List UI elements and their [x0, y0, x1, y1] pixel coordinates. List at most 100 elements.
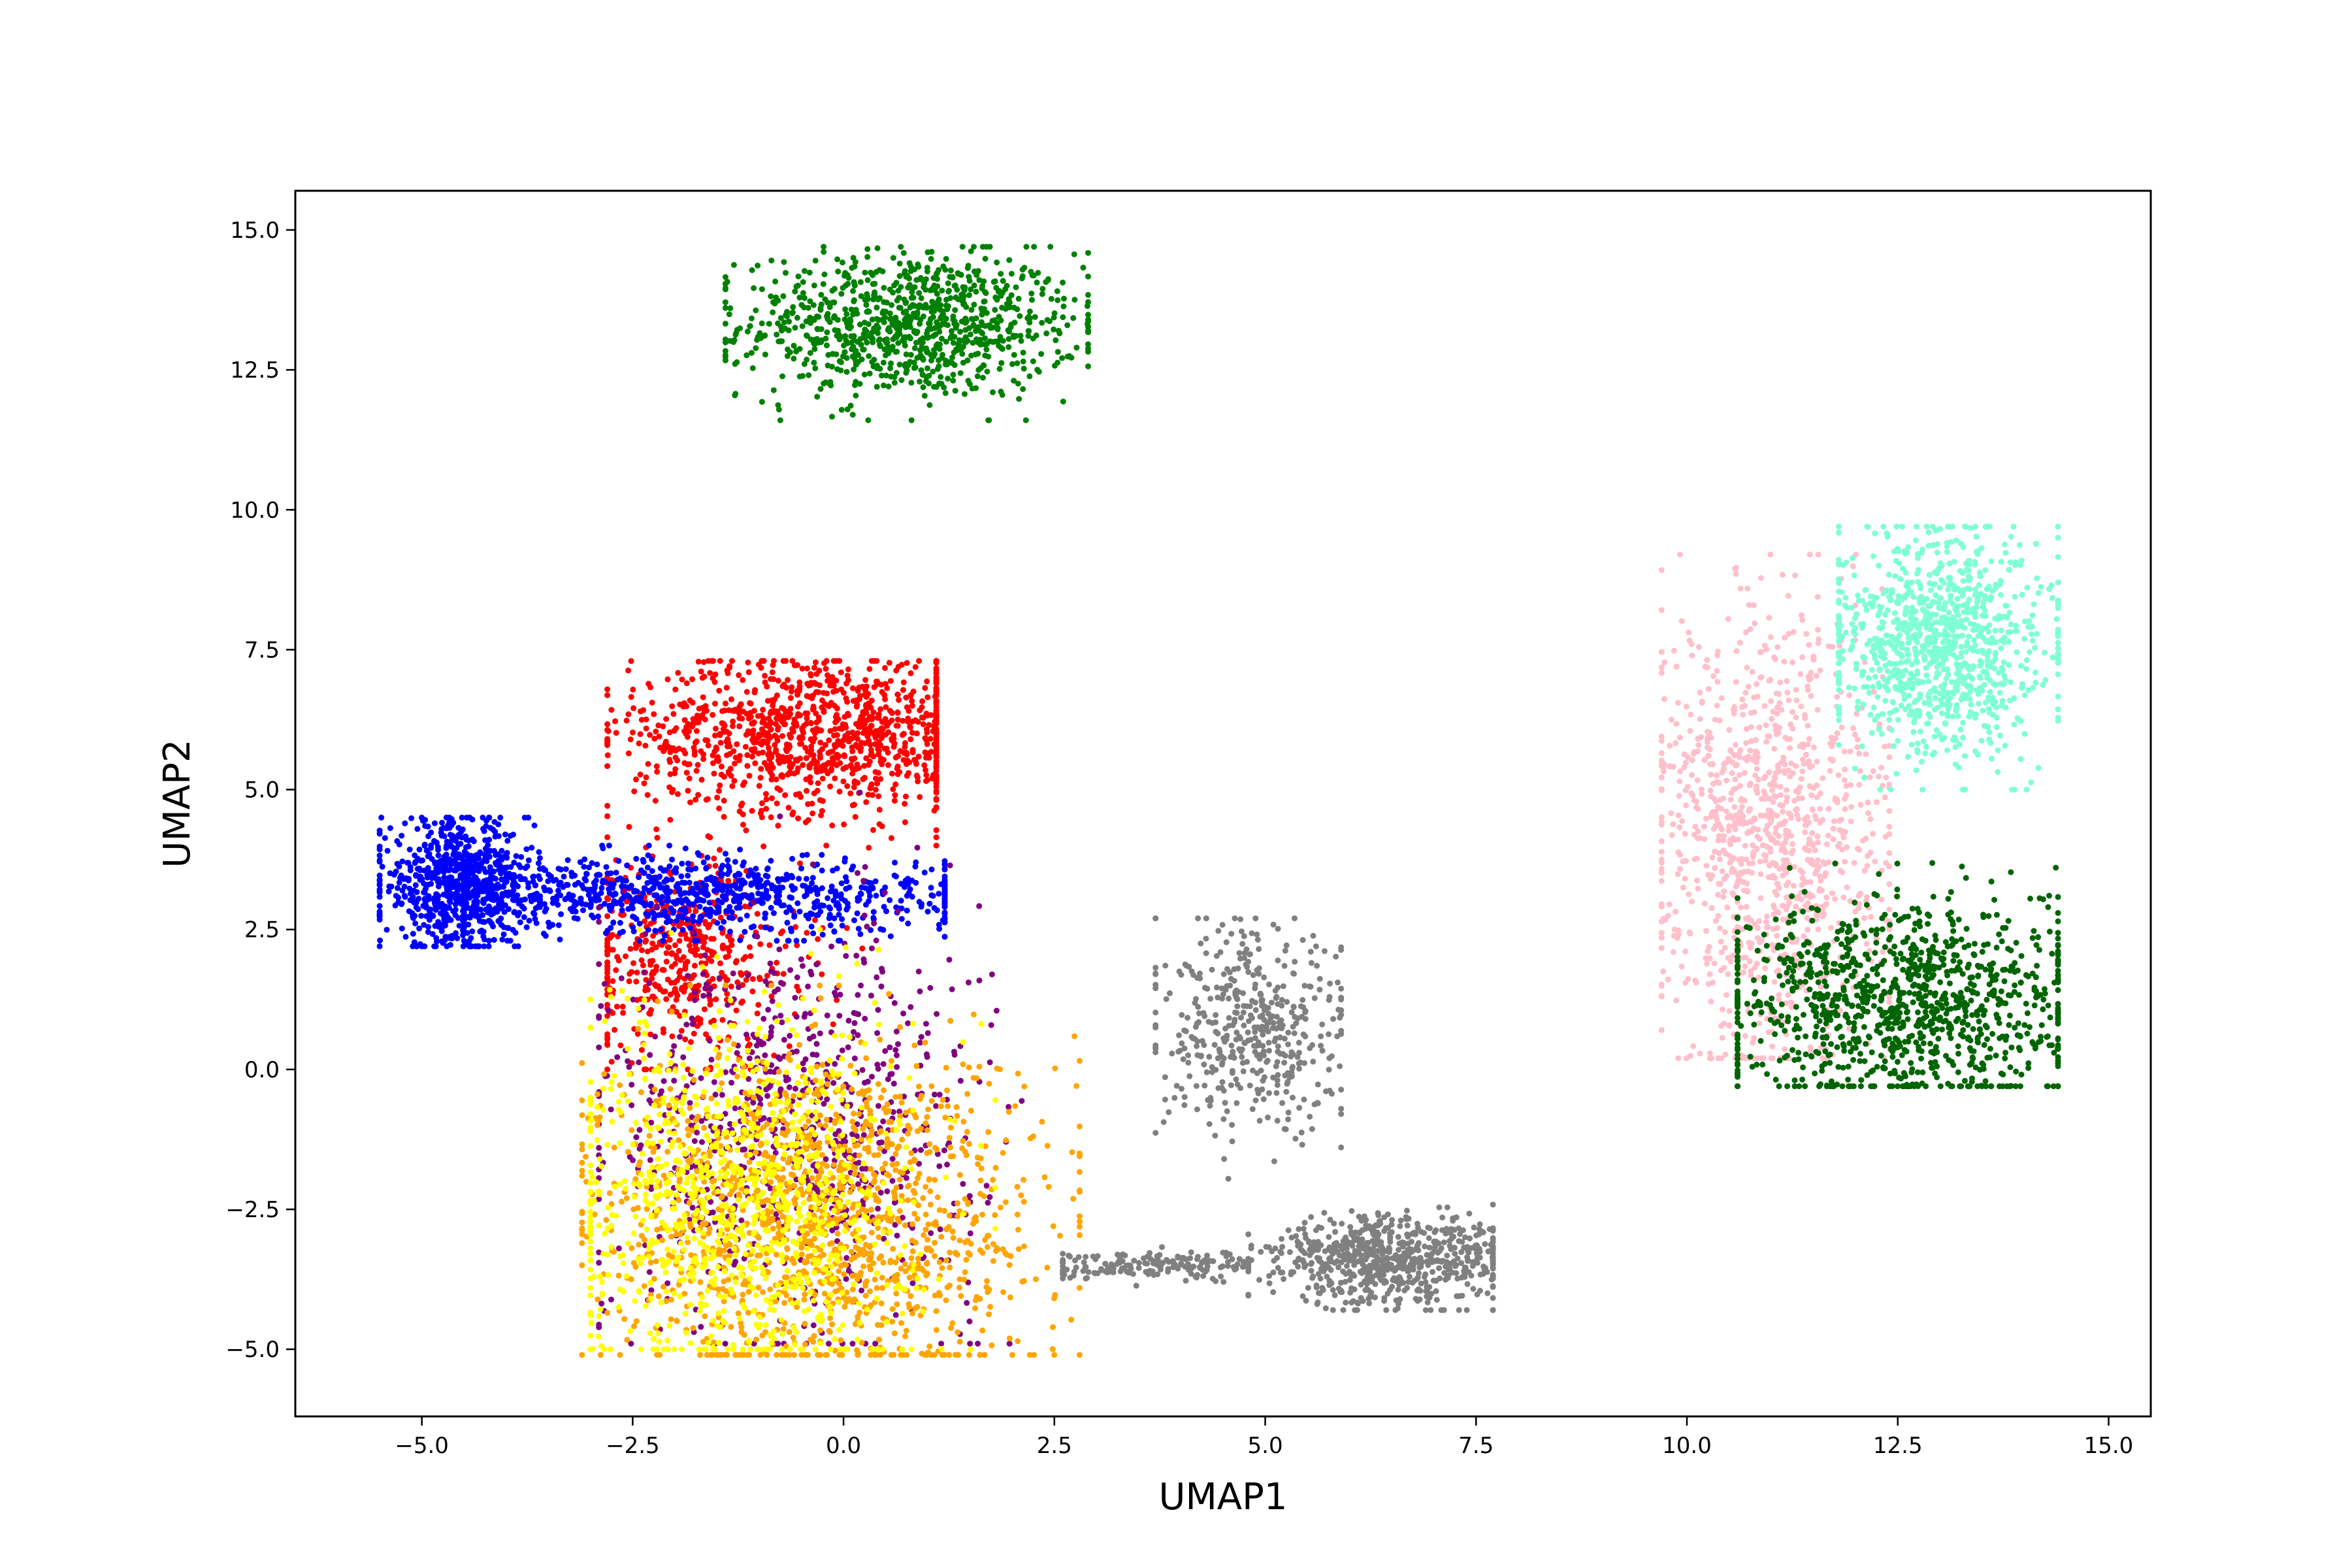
data-point [961, 287, 968, 294]
data-point [894, 1064, 900, 1070]
data-point [875, 727, 882, 734]
data-point [884, 685, 890, 691]
data-point [930, 368, 936, 375]
data-point [657, 986, 663, 992]
data-point [399, 901, 404, 907]
data-point [919, 355, 926, 362]
data-point [796, 791, 802, 797]
data-point [813, 1041, 820, 1047]
data-point [992, 306, 998, 313]
data-point [1015, 295, 1022, 302]
data-point [777, 417, 783, 423]
data-point [737, 886, 743, 892]
data-point [708, 936, 715, 942]
data-point [736, 753, 743, 759]
data-point [798, 302, 805, 308]
data-point [887, 678, 894, 684]
data-point [834, 865, 840, 872]
data-point [646, 980, 653, 987]
data-point [677, 973, 683, 980]
data-point [755, 750, 762, 757]
data-point [791, 912, 798, 919]
data-point [884, 1188, 890, 1194]
data-point [376, 887, 383, 892]
data-point [885, 762, 891, 768]
data-point [453, 845, 460, 851]
data-point [756, 661, 762, 668]
data-point [784, 313, 790, 319]
data-point [557, 936, 563, 943]
data-point [987, 244, 993, 250]
data-point [717, 914, 724, 921]
data-point [654, 768, 661, 775]
data-point [523, 846, 530, 853]
data-point [726, 914, 732, 921]
data-point [849, 757, 856, 763]
data-point [864, 923, 870, 930]
data-point [1005, 296, 1012, 302]
data-point [799, 852, 806, 858]
data-point [762, 924, 768, 930]
data-point [936, 357, 942, 363]
data-point [714, 920, 721, 926]
data-point [917, 988, 923, 994]
data-point [849, 748, 856, 755]
data-point [1054, 349, 1061, 355]
data-point [908, 380, 915, 386]
data-point [824, 342, 830, 349]
data-point [923, 772, 930, 778]
data-point [686, 879, 693, 886]
data-point [711, 770, 717, 777]
data-point [1026, 373, 1033, 380]
data-point [842, 855, 848, 862]
data-point [693, 796, 699, 803]
data-point [823, 842, 830, 849]
data-point [911, 302, 918, 309]
data-point [786, 1043, 792, 1049]
data-point [945, 288, 952, 295]
data-point [1071, 297, 1078, 303]
data-point [571, 903, 578, 909]
data-point [655, 722, 662, 728]
data-point [750, 727, 757, 734]
data-point [805, 817, 811, 823]
data-point [870, 826, 876, 833]
data-point [868, 1166, 874, 1172]
data-point [849, 412, 856, 418]
data-point [992, 294, 999, 301]
data-point [896, 331, 903, 337]
data-point [745, 669, 752, 676]
data-point [766, 745, 772, 751]
data-point [780, 658, 787, 664]
data-point [646, 1097, 653, 1103]
data-point [859, 1067, 866, 1073]
data-point [933, 700, 939, 707]
data-point [928, 255, 934, 262]
data-point [830, 314, 837, 321]
data-point [612, 1026, 618, 1033]
data-point [650, 875, 657, 881]
data-point [671, 1043, 678, 1049]
data-point [968, 352, 975, 359]
data-point [425, 924, 432, 930]
data-point [821, 660, 827, 666]
data-point [750, 899, 757, 906]
data-point [861, 319, 868, 326]
data-point [887, 933, 894, 939]
data-point [685, 900, 692, 906]
data-point [868, 992, 874, 999]
data-point [869, 1073, 875, 1080]
data-point [825, 299, 830, 306]
data-point [839, 923, 845, 929]
data-point [626, 824, 632, 830]
data-point [487, 870, 494, 876]
data-point [922, 685, 928, 691]
data-point [592, 882, 598, 889]
data-point [413, 904, 419, 911]
data-point [756, 783, 762, 789]
data-point [811, 757, 817, 763]
data-point [907, 670, 914, 676]
data-point [836, 789, 843, 795]
data-point [832, 775, 838, 781]
data-point [654, 834, 661, 841]
